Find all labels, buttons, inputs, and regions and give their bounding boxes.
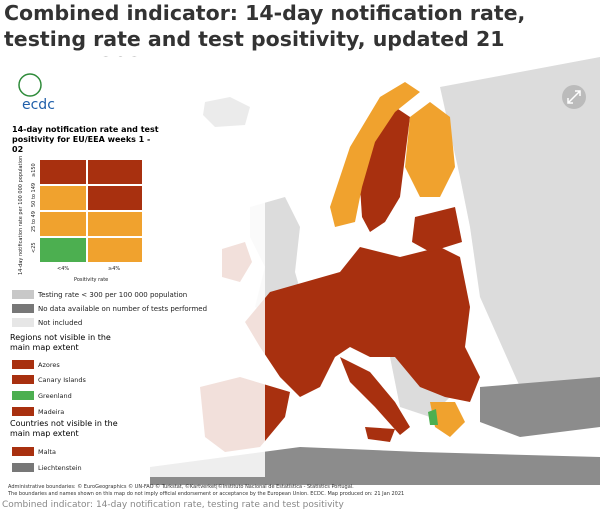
col-label: ≥4% <box>108 266 120 272</box>
region: Canary Islands <box>38 376 87 384</box>
logo-text: ecdc <box>22 97 55 113</box>
title: Combined indicator: 14-day notification … <box>4 1 526 77</box>
row-label: <25 <box>31 242 37 253</box>
region: Greenland <box>38 392 72 400</box>
eu-orange <box>330 82 465 437</box>
caption: Combined indicator: 14-day notification … <box>2 500 344 510</box>
legend-y-label: 14-day notification rate per 100 000 pop… <box>18 156 24 275</box>
country: Malta <box>38 448 56 456</box>
legend-items: Testing rate < 300 per 100 000 populatio… <box>12 290 207 327</box>
legend-title-box: 14-day notification rate and test positi… <box>12 125 159 153</box>
footer-line: The boundaries and names shown on this m… <box>8 491 405 497</box>
regions: Azores Canary Islands Greenland Madeira <box>12 360 87 416</box>
countries-title: Countries not visible in the main map ex… <box>10 419 118 438</box>
legend-row-labels: ≥150 50 to 149 25 to 49 <25 <box>31 163 37 253</box>
region: Azores <box>38 361 60 369</box>
regions-title-box: Regions not visible in the main map exte… <box>10 333 111 352</box>
row-label: ≥150 <box>31 163 37 177</box>
legend-item: No data available on number of tests per… <box>38 305 207 313</box>
expand-button[interactable] <box>562 85 586 109</box>
regions-title: Regions not visible in the main map exte… <box>10 333 111 352</box>
row-label: 25 to 49 <box>31 211 37 232</box>
row-label: 50 to 149 <box>31 183 37 207</box>
map: ecdc 14-day notification rate and test p… <box>0 57 600 485</box>
region: Madeira <box>38 408 64 416</box>
countries: Malta Liechtenstein <box>12 447 82 472</box>
countries-title-box: Countries not visible in the main map ex… <box>10 419 118 438</box>
legend-item: Not included <box>38 319 82 327</box>
footer-line: Administrative boundaries: © EuroGeograp… <box>8 484 354 490</box>
legend-grid <box>40 160 142 262</box>
country: Liechtenstein <box>38 464 82 472</box>
albania-green <box>428 409 438 425</box>
legend-panel <box>5 72 265 477</box>
legend-title: 14-day notification rate and test positi… <box>12 125 159 153</box>
legend-x-label: Positivity rate <box>74 277 108 283</box>
col-label: <4% <box>57 266 69 272</box>
legend-item: Testing rate < 300 per 100 000 populatio… <box>37 291 187 299</box>
logo: ecdc <box>18 73 55 113</box>
